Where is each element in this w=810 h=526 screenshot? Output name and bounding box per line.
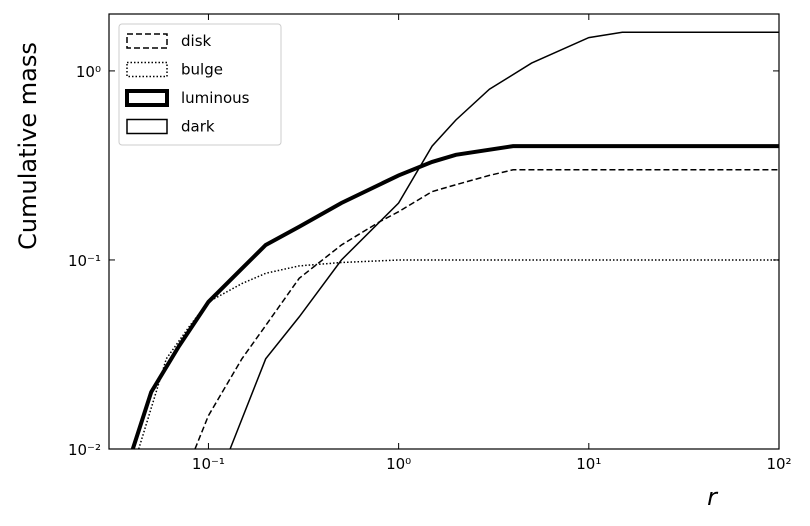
legend-swatch [126,118,168,135]
legend-swatch [126,33,168,49]
x-tick-label: 10⁰ [386,455,411,473]
series-line [130,144,779,450]
legend-box [118,23,282,146]
y-tick-label: 10⁻² [68,441,101,459]
series-line [137,259,779,450]
x-tick-label: 10² [766,455,791,473]
legend-label: bulge [181,61,223,79]
x-axis-label: r [707,483,719,511]
y-axis-label: Cumulative mass [14,42,42,250]
x-tick-label: 10⁻¹ [192,455,225,473]
legend-label: luminous [181,89,250,107]
y-tick-label: 10⁻¹ [68,252,101,270]
y-tick-label: 10⁰ [76,63,101,81]
legend-swatch [126,61,168,78]
x-tick-label: 10¹ [576,455,601,473]
legend-label: disk [181,32,212,50]
legend-label: dark [181,118,215,136]
plot-frame [108,13,780,450]
series-line [194,169,779,450]
series-line [229,31,779,450]
legend-swatch [125,89,169,107]
